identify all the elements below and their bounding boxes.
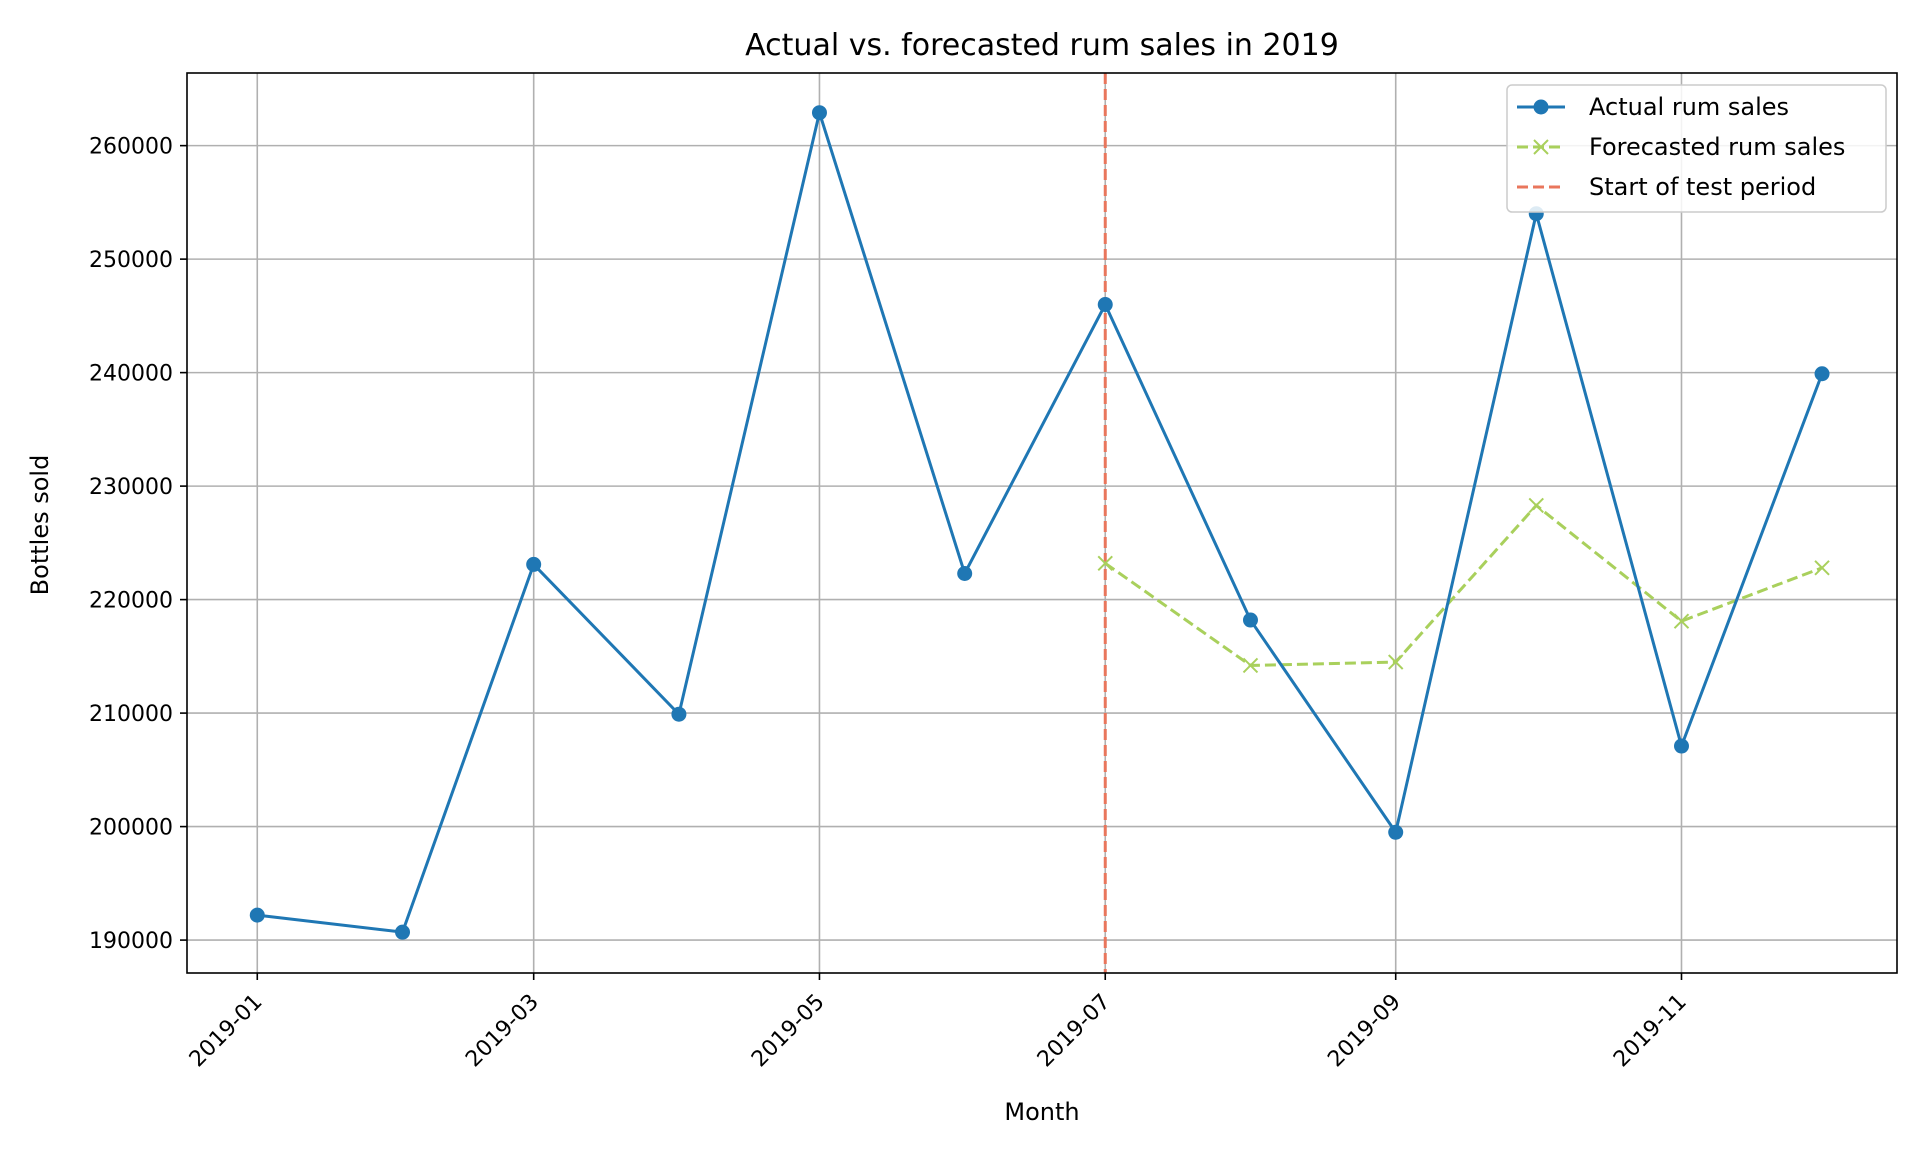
forecast-point-marker — [1388, 654, 1404, 670]
x-tick-label: 2019-07 — [1033, 990, 1116, 1073]
x-tick-label: 2019-03 — [461, 990, 544, 1073]
y-tick-label: 220000 — [89, 589, 173, 614]
forecast-point-marker — [1242, 657, 1259, 674]
actual-point-marker — [1814, 366, 1830, 382]
actual-series-line — [257, 107, 1824, 934]
actual-point-marker — [957, 566, 973, 582]
x-tick-label: 2019-05 — [747, 990, 830, 1073]
series-actual-rum-sales — [249, 105, 1830, 940]
y-tick-label: 250000 — [89, 248, 173, 273]
y-tick-label: 260000 — [89, 135, 173, 160]
y-tick-label: 200000 — [89, 816, 173, 841]
x-tick-label: 2019-01 — [185, 990, 268, 1073]
x-axis-label: Month — [1004, 1098, 1079, 1126]
series-layer — [249, 105, 1830, 940]
y-axis-ticks: 190000 200000 210000 220000 230000 240000 2500… — [89, 135, 187, 954]
y-tick-label: 230000 — [89, 475, 173, 500]
actual-point-marker — [671, 706, 687, 722]
y-tick-label: 210000 — [89, 702, 173, 727]
legend-box — [1506, 84, 1887, 213]
actual-point-marker — [1097, 297, 1113, 313]
legend-actual-label: Actual rum sales — [1589, 93, 1789, 121]
actual-point-marker — [395, 924, 411, 940]
legend-item-actual: Actual rum sales — [1517, 93, 1789, 121]
y-tick-label: 240000 — [89, 362, 173, 387]
legend-forecast-swatch-marker — [1533, 139, 1549, 155]
legend-item-forecast: Forecasted rum sales — [1517, 133, 1845, 161]
legend-test-period-label: Start of test period — [1589, 173, 1816, 201]
x-tick-label: 2019-11 — [1609, 990, 1692, 1073]
legend-actual-swatch-marker — [1533, 99, 1549, 115]
plot-area-frame — [186, 72, 1898, 974]
chart-title: Actual vs. forecasted rum sales in 2019 — [745, 28, 1339, 63]
forecast-point-marker — [1814, 560, 1830, 576]
actual-point-marker — [526, 556, 542, 572]
series-forecasted-rum-sales — [1097, 497, 1830, 674]
legend-item-test-period: Start of test period — [1517, 173, 1816, 201]
forecast-point-marker — [1097, 555, 1113, 571]
actual-point-marker — [1388, 824, 1404, 840]
legend: Actual rum sales Forecasted rum sales St… — [1506, 84, 1887, 213]
forecast-series-line — [1104, 503, 1823, 667]
actual-point-marker — [1242, 612, 1258, 628]
forecast-point-marker — [1528, 497, 1544, 514]
x-tick-label: 2019-09 — [1323, 990, 1406, 1073]
actual-point-marker — [249, 907, 265, 923]
actual-point-marker — [1673, 738, 1689, 754]
x-axis-ticks: 2019-01 2019-03 2019-05 2019-07 2019-09 2019-… — [185, 973, 1692, 1072]
y-tick-label: 190000 — [89, 929, 173, 954]
forecast-point-marker — [1673, 613, 1690, 629]
y-axis-label: Bottles sold — [26, 455, 54, 596]
actual-point-marker — [811, 105, 827, 121]
legend-forecast-label: Forecasted rum sales — [1589, 133, 1845, 161]
